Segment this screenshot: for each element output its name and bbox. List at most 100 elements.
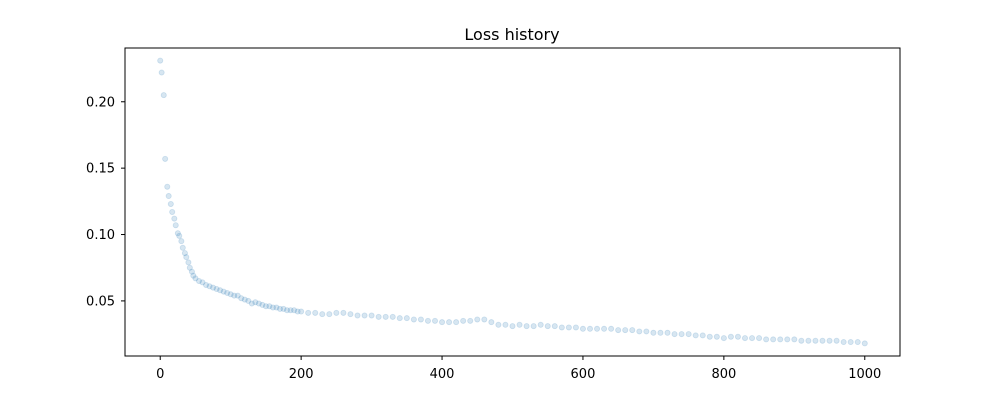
y-tick-label: 0.20: [86, 95, 115, 110]
data-point: [544, 323, 551, 330]
data-point: [502, 321, 509, 328]
data-point: [165, 193, 172, 200]
x-tick-label: 400: [430, 367, 455, 382]
data-point: [474, 316, 481, 323]
data-point: [826, 337, 833, 344]
data-point: [213, 285, 220, 292]
data-point: [509, 323, 516, 330]
data-point: [162, 155, 169, 162]
data-point: [252, 299, 259, 306]
data-point: [319, 311, 326, 318]
data-point: [579, 325, 586, 332]
data-point: [375, 313, 382, 320]
data-point: [220, 288, 227, 295]
data-point: [685, 331, 692, 338]
data-point: [210, 284, 217, 291]
y-axis: 0.05 0.10 0.15 0.20: [86, 95, 125, 309]
data-point: [164, 183, 171, 190]
data-point: [396, 315, 403, 322]
data-point: [833, 337, 840, 344]
data-point: [812, 337, 819, 344]
data-point: [224, 289, 231, 296]
data-point: [199, 279, 206, 286]
data-point: [181, 250, 188, 257]
data-point: [516, 321, 523, 328]
data-point: [664, 329, 671, 336]
x-tick-label: 1000: [848, 367, 881, 382]
data-point: [176, 232, 183, 239]
data-point: [389, 313, 396, 320]
data-point: [671, 331, 678, 338]
data-point: [248, 300, 255, 307]
data-point: [234, 292, 241, 299]
data-point: [280, 305, 287, 312]
data-point: [241, 296, 248, 303]
data-point: [439, 319, 446, 326]
data-point: [636, 328, 643, 335]
data-point: [756, 335, 763, 342]
data-point: [410, 316, 417, 323]
data-point: [819, 337, 826, 344]
data-point: [791, 336, 798, 343]
data-point: [643, 328, 650, 335]
data-point: [227, 291, 234, 298]
data-point: [594, 325, 601, 332]
data-point: [291, 307, 298, 314]
data-point: [284, 307, 291, 314]
data-point: [294, 308, 301, 315]
data-point: [840, 339, 847, 346]
data-point: [587, 325, 594, 332]
data-point: [558, 324, 565, 331]
data-point: [203, 281, 210, 288]
data-point: [382, 313, 389, 320]
data-point: [657, 329, 664, 336]
data-point: [192, 275, 199, 282]
data-point: [784, 336, 791, 343]
data-point: [749, 335, 756, 342]
plot-area: [124, 47, 901, 357]
data-point: [169, 208, 176, 215]
data-point: [847, 339, 854, 346]
data-point: [206, 283, 213, 290]
data-point: [171, 215, 178, 222]
x-axis: 0 200 400 600 800 1000: [156, 356, 881, 382]
data-point: [742, 335, 749, 342]
data-point: [157, 57, 164, 64]
data-point: [551, 323, 558, 330]
data-point: [354, 312, 361, 319]
data-point: [734, 333, 741, 340]
x-tick-label: 800: [711, 367, 736, 382]
data-point: [195, 277, 202, 284]
data-point: [245, 297, 252, 304]
data-point: [523, 323, 530, 330]
data-point: [572, 324, 579, 331]
data-point: [805, 337, 812, 344]
data-point: [259, 301, 266, 308]
y-tick-label: 0.15: [86, 162, 115, 177]
data-point: [446, 319, 453, 326]
data-point: [678, 331, 685, 338]
x-tick-label: 200: [289, 367, 314, 382]
data-point: [854, 339, 861, 346]
data-point: [305, 309, 312, 316]
data-point: [530, 323, 537, 330]
chart-title: Loss history: [464, 25, 559, 44]
data-point: [186, 264, 193, 271]
data-point: [312, 309, 319, 316]
data-point: [361, 312, 368, 319]
data-point: [861, 340, 868, 347]
data-point: [629, 327, 636, 334]
y-tick-label: 0.10: [86, 228, 115, 243]
data-point: [798, 337, 805, 344]
data-point: [172, 222, 179, 229]
x-tick-label: 0: [156, 367, 164, 382]
data-point: [467, 317, 474, 324]
data-point: [495, 321, 502, 328]
data-point: [333, 309, 340, 316]
data-point: [326, 311, 333, 318]
data-point: [777, 336, 784, 343]
data-point: [262, 303, 269, 310]
x-tick-label: 600: [571, 367, 596, 382]
data-point: [266, 303, 273, 310]
